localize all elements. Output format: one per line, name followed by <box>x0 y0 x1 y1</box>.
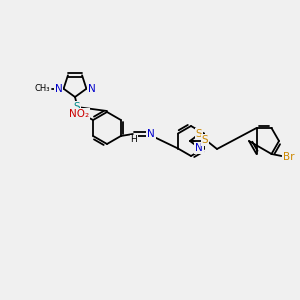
Text: N: N <box>195 143 203 153</box>
Text: Br: Br <box>283 152 294 162</box>
Text: H: H <box>130 136 137 145</box>
Text: S: S <box>196 129 202 139</box>
Text: CH₃: CH₃ <box>35 84 50 93</box>
Text: NO₂: NO₂ <box>69 109 89 119</box>
Text: N: N <box>55 84 62 94</box>
Text: S: S <box>74 102 80 112</box>
Text: N: N <box>147 129 155 139</box>
Text: S: S <box>202 135 208 145</box>
Text: N: N <box>88 84 95 94</box>
